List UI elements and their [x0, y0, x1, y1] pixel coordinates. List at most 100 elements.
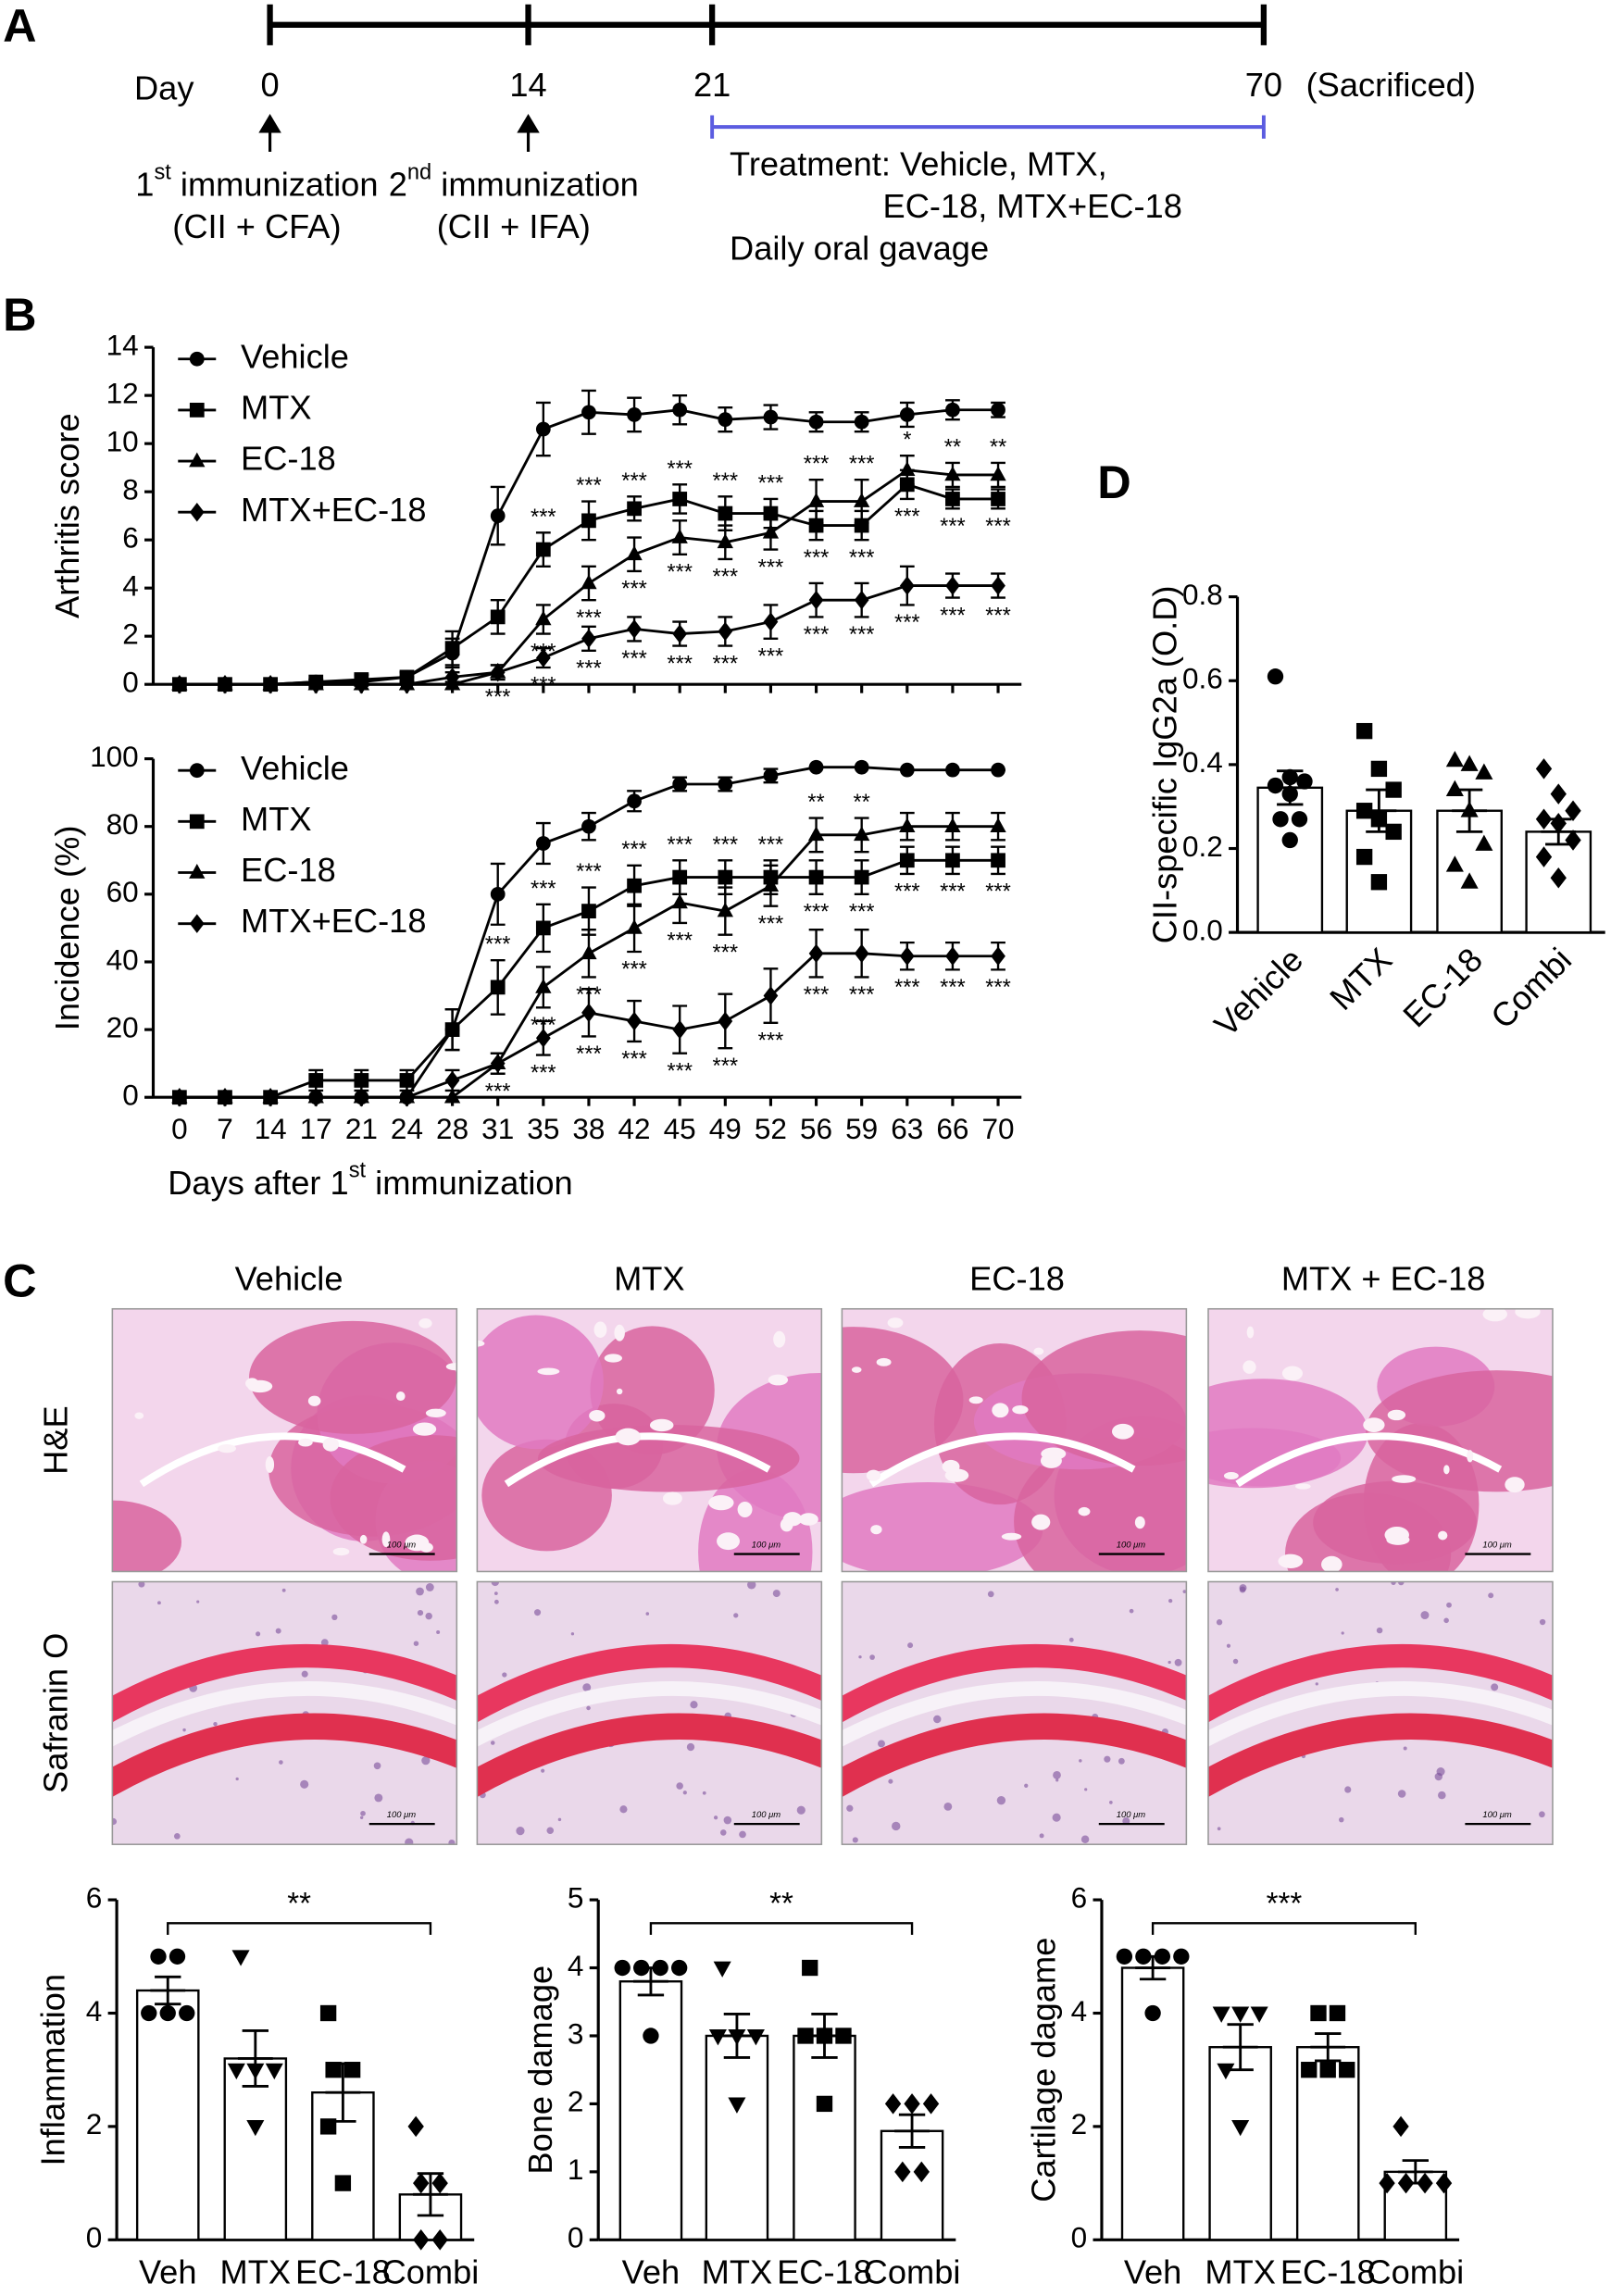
- cell: [213, 1721, 218, 1727]
- cell: [1168, 1598, 1173, 1603]
- y-tick-label: 0: [568, 2221, 584, 2254]
- tissue: [842, 1327, 964, 1474]
- significance: ***: [667, 930, 693, 954]
- marker: [894, 2161, 911, 2183]
- micrograph: [1208, 1581, 1553, 1845]
- significance: ***: [531, 674, 556, 698]
- cell: [112, 1817, 118, 1826]
- marker: [443, 1088, 461, 1104]
- marker: [218, 1087, 232, 1107]
- y-tick-label: 0.6: [1182, 662, 1223, 695]
- cell: [1053, 1770, 1061, 1779]
- marker: [1460, 801, 1479, 817]
- significance: ***: [940, 976, 966, 1000]
- cell: [1341, 1631, 1344, 1635]
- significance: ***: [804, 453, 830, 477]
- significance: ***: [758, 1029, 784, 1054]
- significance: ***: [531, 1061, 556, 1085]
- marrow: [992, 1403, 1009, 1418]
- marker: [1319, 2062, 1336, 2078]
- marker: [581, 904, 596, 919]
- marker: [319, 2004, 337, 2022]
- marker: [626, 545, 643, 561]
- legend-label: EC-18: [241, 440, 336, 478]
- x-tick-label: Combi: [382, 2253, 480, 2291]
- marker: [1445, 780, 1464, 797]
- marker: [535, 978, 552, 993]
- marker: [343, 2062, 361, 2078]
- y-tick-label: 12: [106, 376, 139, 409]
- x-tick-label: 56: [800, 1112, 832, 1145]
- x-tick-label: Combi: [1367, 2253, 1464, 2291]
- y-tick-label: 0.4: [1182, 745, 1223, 779]
- cell: [943, 1802, 953, 1811]
- legend-marker: [189, 763, 205, 779]
- marker: [945, 946, 960, 966]
- y-tick-label: 2: [86, 2107, 103, 2140]
- significance: ***: [894, 976, 920, 1000]
- marrow: [1295, 1483, 1311, 1490]
- image-frame: [1207, 1307, 1554, 1573]
- legend-label: MTX+EC-18: [241, 902, 426, 940]
- reagents: (CII + CFA): [172, 207, 341, 245]
- legend-marker: [189, 403, 205, 418]
- y-tick-label: 0: [122, 1079, 139, 1112]
- cell: [1434, 1772, 1442, 1781]
- marker: [325, 2062, 342, 2078]
- legend-label: Vehicle: [241, 337, 349, 375]
- marker: [1310, 2004, 1327, 2022]
- x-tick-label: 38: [572, 1112, 605, 1145]
- marker: [713, 1961, 731, 1978]
- y-tick-label: 80: [106, 807, 139, 841]
- tissue: [249, 1320, 456, 1434]
- marrow: [851, 1366, 862, 1373]
- scale-bar-label: 100 μm: [1482, 1541, 1512, 1551]
- significance: ***: [849, 453, 875, 477]
- x-tick-label: 42: [618, 1112, 651, 1145]
- marker: [246, 2063, 265, 2080]
- marker: [945, 853, 960, 868]
- text-part: Days after 1: [168, 1163, 348, 1201]
- marker: [990, 817, 1006, 833]
- panel-label: C: [3, 1254, 36, 1306]
- marrow: [265, 1456, 275, 1473]
- cell: [275, 1628, 281, 1634]
- marker: [854, 414, 869, 430]
- marker: [1281, 768, 1298, 786]
- marrow: [445, 1363, 457, 1371]
- bar: [1256, 786, 1324, 934]
- cell: [1055, 1778, 1059, 1782]
- significance: **: [287, 1887, 311, 1921]
- marker: [671, 893, 688, 909]
- y-tick-label: 0: [1071, 2221, 1088, 2254]
- scale-bar-label: 100 μm: [1482, 1810, 1512, 1820]
- marker: [807, 493, 825, 507]
- image-frame: [111, 1307, 458, 1573]
- y-tick-label: 6: [86, 1880, 103, 1914]
- y-tick-label: 2: [1071, 2107, 1088, 2140]
- marrow: [968, 1396, 983, 1404]
- significance: ***: [758, 912, 784, 936]
- legend-marker: [189, 452, 206, 468]
- marker: [1355, 722, 1373, 740]
- cell: [747, 1581, 756, 1590]
- marker: [899, 576, 915, 595]
- marker: [991, 492, 1005, 506]
- cell: [1109, 1801, 1113, 1804]
- cell: [676, 1782, 683, 1790]
- scale-bar-label: 100 μm: [752, 1810, 781, 1820]
- schedule: Daily oral gavage: [730, 230, 989, 268]
- marrow: [1040, 1453, 1062, 1468]
- marker: [246, 2119, 265, 2137]
- marker: [991, 762, 1005, 778]
- legend-marker: [189, 914, 205, 933]
- marrow: [1384, 1526, 1409, 1543]
- y-tick-label: 5: [568, 1880, 584, 1914]
- day: 21: [693, 66, 731, 104]
- error-bar: [1361, 788, 1397, 833]
- significance: ***: [667, 561, 693, 585]
- x-axis-label: Days after 1st immunization: [168, 1159, 572, 1202]
- significance: ***: [531, 877, 556, 901]
- marker: [431, 2172, 448, 2194]
- x-tick-label: 63: [891, 1112, 923, 1145]
